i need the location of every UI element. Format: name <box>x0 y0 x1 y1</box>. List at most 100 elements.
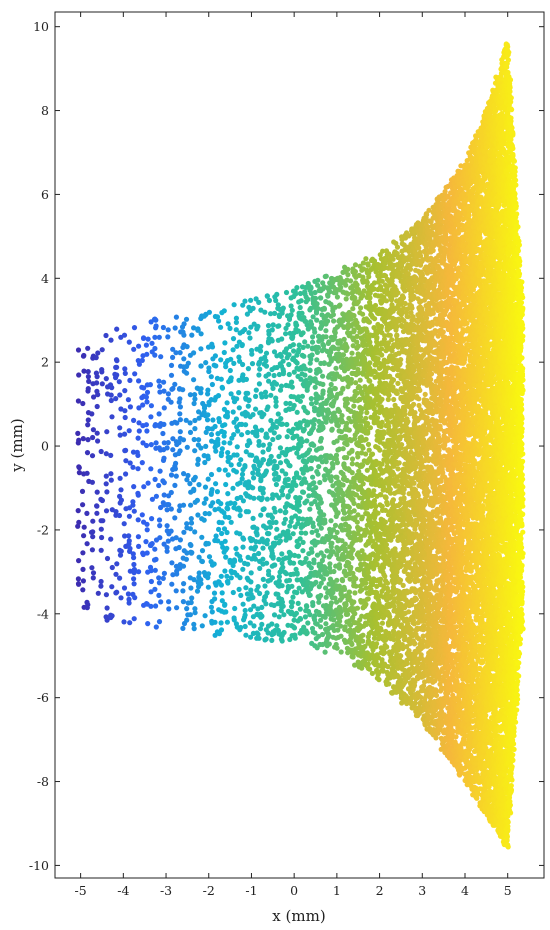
data-point <box>407 266 414 272</box>
data-point <box>255 323 261 329</box>
data-point <box>104 429 110 435</box>
data-point <box>158 354 164 360</box>
data-point <box>388 297 394 303</box>
data-point <box>302 614 308 620</box>
data-point <box>367 378 373 384</box>
data-point <box>149 516 155 522</box>
data-point <box>218 627 225 633</box>
data-point <box>157 535 163 541</box>
data-point <box>214 489 220 495</box>
data-point <box>323 459 329 465</box>
data-point <box>198 363 204 369</box>
data-point <box>109 414 115 420</box>
data-point <box>196 554 202 560</box>
data-point <box>375 415 381 421</box>
data-point <box>293 291 299 297</box>
data-point <box>80 353 87 359</box>
data-point <box>127 404 133 410</box>
data-point <box>379 620 385 626</box>
data-point <box>144 527 150 533</box>
data-point <box>131 561 137 568</box>
data-point <box>145 480 151 486</box>
data-point <box>126 339 132 345</box>
data-point <box>299 393 305 399</box>
data-point <box>349 461 355 467</box>
data-point <box>194 497 200 503</box>
data-point <box>89 479 95 485</box>
data-point <box>256 381 262 387</box>
data-point <box>396 460 402 466</box>
data-point <box>305 296 311 302</box>
data-point <box>302 372 308 378</box>
data-point <box>85 374 91 380</box>
data-point <box>250 515 256 522</box>
data-point <box>288 519 294 525</box>
data-point <box>363 436 369 442</box>
data-point <box>221 526 228 532</box>
data-point <box>130 449 137 455</box>
data-point <box>85 388 91 394</box>
data-point <box>117 575 123 581</box>
data-point <box>315 471 321 477</box>
data-point <box>329 426 335 432</box>
data-point <box>164 523 170 529</box>
data-point <box>213 533 219 539</box>
data-point <box>266 297 272 304</box>
data-point <box>152 345 158 352</box>
data-point <box>314 301 320 307</box>
data-point <box>390 533 396 540</box>
data-point <box>277 538 283 544</box>
data-point <box>184 344 190 350</box>
data-point <box>256 372 262 378</box>
data-point <box>363 451 369 457</box>
data-point <box>93 370 99 376</box>
data-point <box>181 356 187 362</box>
data-point <box>252 544 259 550</box>
data-point <box>331 318 337 324</box>
data-point <box>223 481 229 488</box>
data-point <box>127 377 133 383</box>
data-point <box>231 360 237 366</box>
data-point <box>264 496 270 502</box>
data-point <box>231 432 237 438</box>
data-point <box>286 352 292 358</box>
data-point <box>131 325 138 331</box>
data-point <box>221 308 227 314</box>
data-point <box>305 343 311 349</box>
data-point <box>410 687 416 693</box>
data-point <box>121 619 127 625</box>
data-point <box>369 577 375 583</box>
data-point <box>85 369 91 375</box>
data-point <box>192 610 198 616</box>
data-point <box>412 523 418 529</box>
data-point <box>181 529 187 535</box>
data-point <box>89 565 95 571</box>
data-point <box>383 495 389 501</box>
data-point <box>196 482 202 488</box>
data-point <box>148 442 154 448</box>
data-point <box>328 518 334 524</box>
data-point <box>203 443 209 449</box>
data-point <box>215 538 221 544</box>
data-point <box>280 358 286 364</box>
data-point <box>291 402 297 409</box>
data-point <box>310 425 316 431</box>
data-point <box>191 325 197 331</box>
data-point <box>205 412 211 418</box>
data-point <box>103 451 109 457</box>
data-point <box>81 533 87 539</box>
data-point <box>80 578 86 584</box>
data-point <box>312 384 318 390</box>
data-point <box>295 600 301 607</box>
data-point <box>126 513 132 519</box>
data-point <box>91 394 97 400</box>
data-point <box>216 631 222 637</box>
data-point <box>342 541 348 547</box>
data-point <box>173 535 179 541</box>
data-point <box>283 289 290 296</box>
data-point <box>224 505 230 511</box>
data-point <box>303 530 309 536</box>
data-point <box>173 350 179 356</box>
data-point <box>140 551 146 558</box>
data-point <box>191 400 197 407</box>
